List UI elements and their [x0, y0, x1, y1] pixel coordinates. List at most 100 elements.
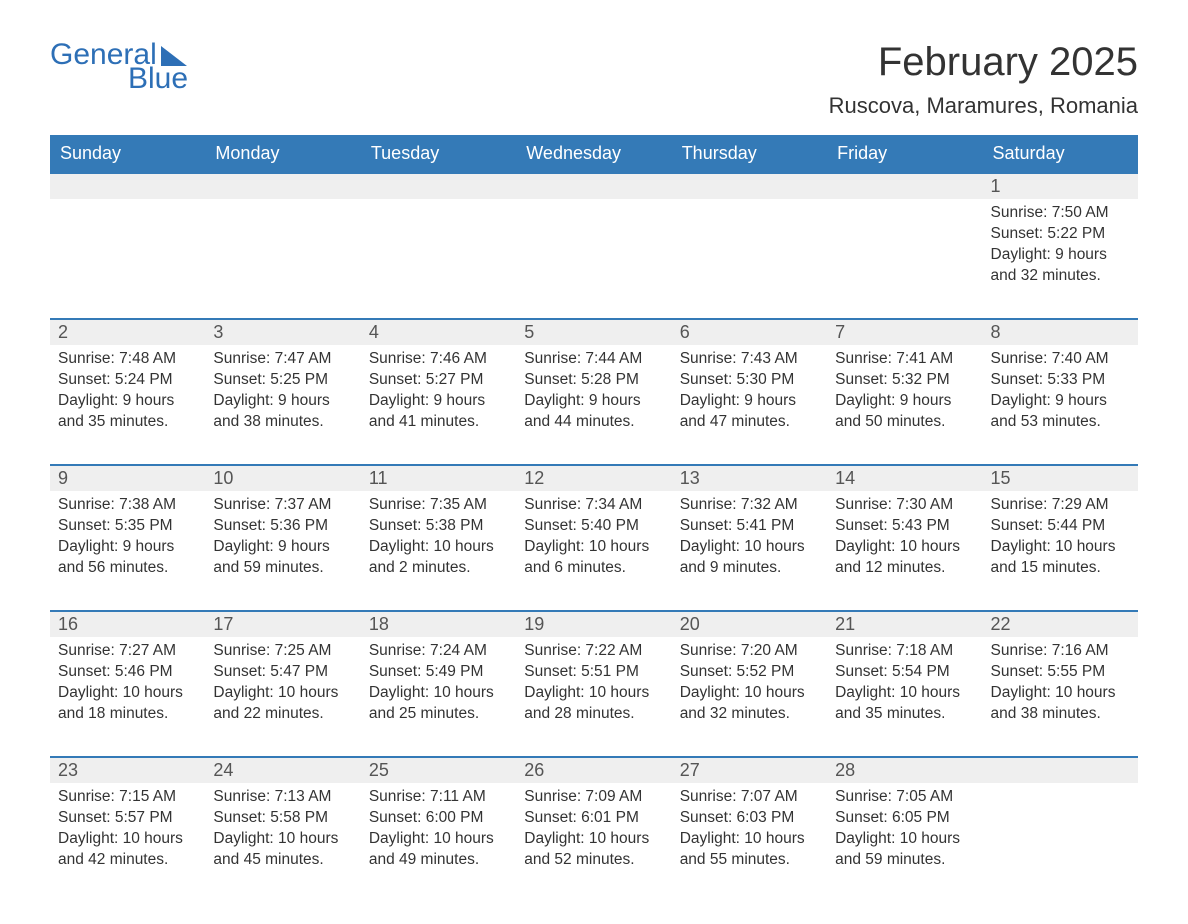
day-number: 19	[516, 612, 671, 637]
sunset-line: Sunset: 5:49 PM	[369, 662, 508, 683]
calendar-cell: 5Sunrise: 7:44 AMSunset: 5:28 PMDaylight…	[516, 318, 671, 446]
day-number: 21	[827, 612, 982, 637]
sunset-line: Sunset: 5:25 PM	[213, 370, 352, 391]
day-body: Sunrise: 7:30 AMSunset: 5:43 PMDaylight:…	[827, 491, 982, 587]
day-number: 28	[827, 758, 982, 783]
day-number: 16	[50, 612, 205, 637]
sunset-line: Sunset: 5:36 PM	[213, 516, 352, 537]
calendar-cell: 0	[516, 172, 671, 300]
day-body: Sunrise: 7:50 AMSunset: 5:22 PMDaylight:…	[983, 199, 1138, 295]
weekday-header: Saturday	[983, 135, 1138, 172]
day-number: 24	[205, 758, 360, 783]
day-body: Sunrise: 7:43 AMSunset: 5:30 PMDaylight:…	[672, 345, 827, 441]
weekday-header-row: Sunday Monday Tuesday Wednesday Thursday…	[50, 135, 1138, 172]
calendar-cell: 22Sunrise: 7:16 AMSunset: 5:55 PMDayligh…	[983, 610, 1138, 738]
calendar-cell: 0	[983, 756, 1138, 884]
daylight-line: Daylight: 10 hours and 9 minutes.	[680, 537, 819, 579]
brand-logo: General Blue	[50, 40, 188, 94]
sunrise-line: Sunrise: 7:47 AM	[213, 349, 352, 370]
row-spacer	[50, 300, 1138, 318]
daylight-line: Daylight: 9 hours and 32 minutes.	[991, 245, 1130, 287]
calendar-cell: 21Sunrise: 7:18 AMSunset: 5:54 PMDayligh…	[827, 610, 982, 738]
calendar-cell: 0	[827, 172, 982, 300]
sunset-line: Sunset: 5:40 PM	[524, 516, 663, 537]
sunrise-line: Sunrise: 7:40 AM	[991, 349, 1130, 370]
day-body: Sunrise: 7:41 AMSunset: 5:32 PMDaylight:…	[827, 345, 982, 441]
sunset-line: Sunset: 5:47 PM	[213, 662, 352, 683]
day-number: 5	[516, 320, 671, 345]
daylight-line: Daylight: 10 hours and 42 minutes.	[58, 829, 197, 871]
calendar-cell: 20Sunrise: 7:20 AMSunset: 5:52 PMDayligh…	[672, 610, 827, 738]
daylight-line: Daylight: 10 hours and 52 minutes.	[524, 829, 663, 871]
daylight-line: Daylight: 10 hours and 59 minutes.	[835, 829, 974, 871]
day-body: Sunrise: 7:09 AMSunset: 6:01 PMDaylight:…	[516, 783, 671, 879]
daylight-line: Daylight: 10 hours and 22 minutes.	[213, 683, 352, 725]
sunrise-line: Sunrise: 7:46 AM	[369, 349, 508, 370]
sunset-line: Sunset: 5:55 PM	[991, 662, 1130, 683]
daylight-line: Daylight: 9 hours and 59 minutes.	[213, 537, 352, 579]
sunrise-line: Sunrise: 7:09 AM	[524, 787, 663, 808]
daylight-line: Daylight: 10 hours and 55 minutes.	[680, 829, 819, 871]
day-body: Sunrise: 7:15 AMSunset: 5:57 PMDaylight:…	[50, 783, 205, 879]
day-number: 11	[361, 466, 516, 491]
sunrise-line: Sunrise: 7:41 AM	[835, 349, 974, 370]
day-number: 18	[361, 612, 516, 637]
sunset-line: Sunset: 6:03 PM	[680, 808, 819, 829]
sunrise-line: Sunrise: 7:15 AM	[58, 787, 197, 808]
calendar-cell: 23Sunrise: 7:15 AMSunset: 5:57 PMDayligh…	[50, 756, 205, 884]
day-number: 8	[983, 320, 1138, 345]
daylight-line: Daylight: 10 hours and 28 minutes.	[524, 683, 663, 725]
day-body: Sunrise: 7:38 AMSunset: 5:35 PMDaylight:…	[50, 491, 205, 587]
sunrise-line: Sunrise: 7:48 AM	[58, 349, 197, 370]
weekday-header: Friday	[827, 135, 982, 172]
daylight-line: Daylight: 10 hours and 32 minutes.	[680, 683, 819, 725]
sunrise-line: Sunrise: 7:32 AM	[680, 495, 819, 516]
sunset-line: Sunset: 5:22 PM	[991, 224, 1130, 245]
day-number: 10	[205, 466, 360, 491]
sunrise-line: Sunrise: 7:05 AM	[835, 787, 974, 808]
day-number: 22	[983, 612, 1138, 637]
weekday-header: Tuesday	[361, 135, 516, 172]
sunset-line: Sunset: 6:00 PM	[369, 808, 508, 829]
sunrise-line: Sunrise: 7:29 AM	[991, 495, 1130, 516]
daylight-line: Daylight: 10 hours and 49 minutes.	[369, 829, 508, 871]
sunset-line: Sunset: 5:41 PM	[680, 516, 819, 537]
daylight-line: Daylight: 10 hours and 25 minutes.	[369, 683, 508, 725]
calendar-cell: 27Sunrise: 7:07 AMSunset: 6:03 PMDayligh…	[672, 756, 827, 884]
calendar-cell: 26Sunrise: 7:09 AMSunset: 6:01 PMDayligh…	[516, 756, 671, 884]
sunset-line: Sunset: 5:54 PM	[835, 662, 974, 683]
calendar-cell: 13Sunrise: 7:32 AMSunset: 5:41 PMDayligh…	[672, 464, 827, 592]
calendar-row: 23Sunrise: 7:15 AMSunset: 5:57 PMDayligh…	[50, 756, 1138, 884]
day-body: Sunrise: 7:27 AMSunset: 5:46 PMDaylight:…	[50, 637, 205, 733]
calendar-cell: 19Sunrise: 7:22 AMSunset: 5:51 PMDayligh…	[516, 610, 671, 738]
sunrise-line: Sunrise: 7:34 AM	[524, 495, 663, 516]
sunset-line: Sunset: 5:33 PM	[991, 370, 1130, 391]
row-spacer	[50, 738, 1138, 756]
calendar-row: 16Sunrise: 7:27 AMSunset: 5:46 PMDayligh…	[50, 610, 1138, 738]
calendar-cell: 18 Sunrise: 7:24 AMSunset: 5:49 PMDayligh…	[361, 610, 516, 738]
day-body: Sunrise: 7:37 AMSunset: 5:36 PMDaylight:…	[205, 491, 360, 587]
day-number: 14	[827, 466, 982, 491]
day-number: 2	[50, 320, 205, 345]
sunrise-line: Sunrise: 7:11 AM	[369, 787, 508, 808]
day-body: Sunrise: 7:22 AMSunset: 5:51 PMDaylight:…	[516, 637, 671, 733]
daylight-line: Daylight: 9 hours and 56 minutes.	[58, 537, 197, 579]
sunrise-line: Sunrise: 7:18 AM	[835, 641, 974, 662]
calendar-cell: 10Sunrise: 7:37 AMSunset: 5:36 PMDayligh…	[205, 464, 360, 592]
calendar-cell: 25 Sunrise: 7:11 AMSunset: 6:00 PMDayligh…	[361, 756, 516, 884]
weekday-header: Monday	[205, 135, 360, 172]
calendar-table: Sunday Monday Tuesday Wednesday Thursday…	[50, 135, 1138, 884]
calendar-cell: 15Sunrise: 7:29 AMSunset: 5:44 PMDayligh…	[983, 464, 1138, 592]
day-body: Sunrise: 7:47 AMSunset: 5:25 PMDaylight:…	[205, 345, 360, 441]
sunset-line: Sunset: 5:46 PM	[58, 662, 197, 683]
calendar-cell: 0	[672, 172, 827, 300]
daylight-line: Daylight: 9 hours and 47 minutes.	[680, 391, 819, 433]
day-number: 12	[516, 466, 671, 491]
day-body: Sunrise: 7:05 AMSunset: 6:05 PMDaylight:…	[827, 783, 982, 879]
day-number: 17	[205, 612, 360, 637]
sunset-line: Sunset: 6:01 PM	[524, 808, 663, 829]
sunset-line: Sunset: 5:27 PM	[369, 370, 508, 391]
sunrise-line: Sunrise: 7:24 AM	[369, 641, 508, 662]
daylight-line: Daylight: 10 hours and 15 minutes.	[991, 537, 1130, 579]
day-number: 25	[361, 758, 516, 783]
